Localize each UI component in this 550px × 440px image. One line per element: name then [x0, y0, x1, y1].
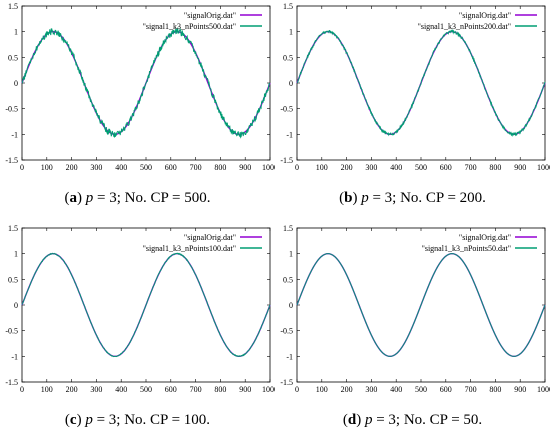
legend-label-1: "signalOrig.dat" — [184, 11, 236, 20]
x-tick-label: 200 — [66, 163, 78, 172]
y-tick-label: -1.5 — [5, 378, 18, 387]
x-tick-label: 300 — [90, 163, 102, 172]
y-tick-label: -1 — [11, 130, 18, 139]
x-tick-label: 100 — [41, 163, 53, 172]
y-tick-label: 1.5 — [8, 2, 18, 11]
y-tick-label: 1.5 — [283, 224, 293, 233]
x-tick-label: 700 — [190, 385, 202, 394]
x-tick-label: 100 — [316, 163, 328, 172]
x-tick-label: 500 — [140, 385, 152, 394]
y-tick-label: 0.5 — [283, 275, 293, 284]
x-tick-label: 700 — [465, 163, 477, 172]
caption-a: (a) p = 3; No. CP = 500. — [64, 190, 211, 206]
x-tick-label: 600 — [165, 385, 177, 394]
x-tick-label: 400 — [390, 163, 402, 172]
x-tick-label: 800 — [214, 385, 226, 394]
x-tick-label: 0 — [295, 385, 299, 394]
x-tick-label: 600 — [165, 163, 177, 172]
x-tick-label: 1000 — [537, 163, 550, 172]
x-tick-label: 600 — [440, 163, 452, 172]
y-tick-label: -1.5 — [280, 378, 293, 387]
y-tick-label: 0 — [289, 79, 293, 88]
y-tick-label: 0 — [14, 79, 18, 88]
y-tick-label: 0.5 — [8, 53, 18, 62]
y-tick-label: 0 — [14, 301, 18, 310]
caption-b: (b) p = 3; No. CP = 200. — [339, 190, 486, 206]
x-tick-label: 400 — [115, 385, 127, 394]
y-tick-label: 1 — [289, 250, 293, 259]
caption-c: (c) p = 3; No. CP = 100. — [64, 412, 211, 428]
x-tick-label: 500 — [415, 163, 427, 172]
x-tick-label: 900 — [514, 385, 526, 394]
series-line-2 — [296, 253, 546, 357]
x-tick-label: 1000 — [262, 163, 275, 172]
x-tick-label: 300 — [90, 385, 102, 394]
y-tick-label: -1 — [286, 130, 293, 139]
y-tick-label: 1.5 — [8, 224, 18, 233]
x-tick-label: 900 — [239, 163, 251, 172]
x-tick-label: 100 — [316, 385, 328, 394]
legend-label-1: "signalOrig.dat" — [459, 233, 511, 242]
legend-label-2: "signal1_k3_nPoints50.dat" — [422, 244, 511, 253]
x-tick-label: 1000 — [537, 385, 550, 394]
y-tick-label: -1.5 — [280, 156, 293, 165]
series-line-2 — [21, 26, 271, 139]
y-tick-label: 1 — [14, 250, 18, 259]
subfigure-b: 0 100 200 300 400 500 600 700 800 900 1000 -1.5 -1 -0… — [275, 0, 550, 206]
line-chart-d: 0 100 200 300 400 500 600 700 800 900 1000 -1.5 -1 -0… — [280, 224, 550, 394]
subfigure-d: 0 100 200 300 400 500 600 700 800 900 1000 -1.5 -1 -0… — [275, 222, 550, 428]
legend-label-1: "signalOrig.dat" — [459, 11, 511, 20]
subfigure-a: 0 100 200 300 400 500 600 700 800 900 1000 -1.5 -1 -0… — [0, 0, 275, 206]
y-tick-label: -0.5 — [280, 105, 293, 114]
x-tick-label: 1000 — [262, 385, 275, 394]
x-tick-label: 400 — [390, 385, 402, 394]
x-tick-label: 300 — [365, 163, 377, 172]
y-tick-label: -0.5 — [5, 105, 18, 114]
line-chart-a: 0 100 200 300 400 500 600 700 800 900 1000 -1.5 -1 -0… — [5, 2, 275, 172]
x-tick-label: 800 — [489, 385, 501, 394]
x-tick-label: 700 — [190, 163, 202, 172]
x-tick-label: 600 — [440, 385, 452, 394]
y-tick-label: 1.5 — [283, 2, 293, 11]
series-line-2 — [296, 29, 546, 137]
legend-label-1: "signalOrig.dat" — [184, 233, 236, 242]
x-tick-label: 200 — [66, 385, 78, 394]
y-tick-label: 0.5 — [8, 275, 18, 284]
legend-label-2: "signal1_k3_nPoints100.dat" — [143, 244, 236, 253]
y-tick-label: 0.5 — [283, 53, 293, 62]
line-chart-c: 0 100 200 300 400 500 600 700 800 900 1000 -1.5 -1 -0… — [5, 224, 275, 394]
x-tick-label: 0 — [20, 385, 24, 394]
x-tick-label: 500 — [140, 163, 152, 172]
x-tick-label: 200 — [341, 163, 353, 172]
y-tick-label: -1 — [11, 352, 18, 361]
y-tick-label: -1.5 — [5, 156, 18, 165]
series-line-2 — [21, 252, 271, 358]
y-tick-label: 0 — [289, 301, 293, 310]
line-chart-b: 0 100 200 300 400 500 600 700 800 900 1000 -1.5 -1 -0… — [280, 2, 550, 172]
x-tick-label: 900 — [514, 163, 526, 172]
x-tick-label: 200 — [341, 385, 353, 394]
x-tick-label: 500 — [415, 385, 427, 394]
x-tick-label: 100 — [41, 385, 53, 394]
x-tick-label: 400 — [115, 163, 127, 172]
y-tick-label: -1 — [286, 352, 293, 361]
legend-label-2: "signal1_k3_nPoints200.dat" — [418, 22, 511, 31]
y-tick-label: -0.5 — [280, 327, 293, 336]
x-tick-label: 900 — [239, 385, 251, 394]
caption-d: (d) p = 3; No. CP = 50. — [342, 412, 483, 428]
x-tick-label: 0 — [20, 163, 24, 172]
x-tick-label: 700 — [465, 385, 477, 394]
x-tick-label: 800 — [214, 163, 226, 172]
x-tick-label: 0 — [295, 163, 299, 172]
y-tick-label: 1 — [289, 28, 293, 37]
subfigure-c: 0 100 200 300 400 500 600 700 800 900 1000 -1.5 -1 -0… — [0, 222, 275, 428]
x-tick-label: 800 — [489, 163, 501, 172]
y-tick-label: -0.5 — [5, 327, 18, 336]
legend-label-2: "signal1_k3_nPoints500.dat" — [143, 22, 236, 31]
x-tick-label: 300 — [365, 385, 377, 394]
y-tick-label: 1 — [14, 28, 18, 37]
